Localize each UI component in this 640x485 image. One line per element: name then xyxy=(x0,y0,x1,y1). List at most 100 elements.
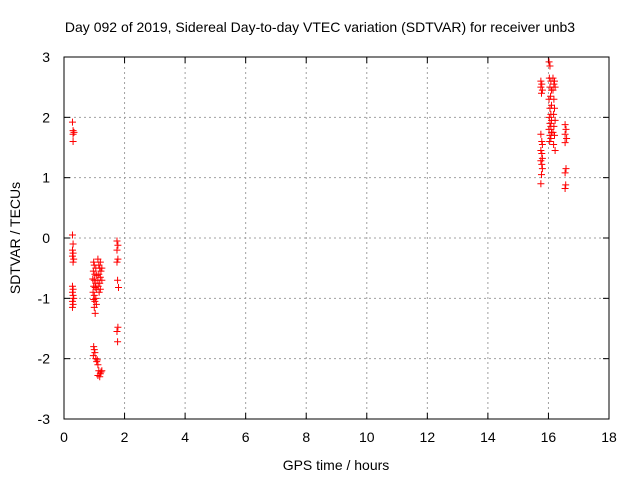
data-point xyxy=(94,372,102,380)
data-point xyxy=(537,171,545,179)
data-point xyxy=(549,128,557,136)
y-tick-label: 3 xyxy=(42,49,50,65)
data-point xyxy=(561,130,569,138)
data-point xyxy=(538,160,546,168)
x-tick-label: 4 xyxy=(181,429,189,445)
data-point xyxy=(70,294,78,302)
data-point xyxy=(98,367,106,375)
data-point xyxy=(562,181,570,189)
data-point xyxy=(538,137,546,145)
y-tick-label: -3 xyxy=(38,411,51,427)
x-tick-label: 10 xyxy=(359,429,375,445)
data-point xyxy=(69,285,77,293)
plot-frame xyxy=(63,56,610,420)
data-point xyxy=(70,128,78,136)
x-tick-label: 14 xyxy=(480,429,496,445)
data-point xyxy=(95,270,103,278)
data-point xyxy=(550,95,558,103)
data-point xyxy=(68,118,76,126)
data-point xyxy=(91,309,99,317)
y-tick-label: 0 xyxy=(42,230,50,246)
x-tick-label: 2 xyxy=(121,429,129,445)
data-point xyxy=(113,328,121,336)
data-point xyxy=(96,258,104,266)
data-point xyxy=(98,276,106,284)
data-point xyxy=(96,373,104,381)
x-tick-label: 12 xyxy=(420,429,436,445)
data-point xyxy=(549,74,557,82)
data-point xyxy=(94,361,102,369)
data-point xyxy=(115,283,122,291)
y-axis-label: SDTVAR / TECUs xyxy=(7,182,23,294)
data-point xyxy=(68,246,76,254)
data-point xyxy=(546,62,554,70)
data-point xyxy=(538,86,546,94)
data-point xyxy=(97,368,105,376)
data-point xyxy=(538,150,546,158)
data-point xyxy=(90,258,98,266)
data-point xyxy=(69,130,77,138)
data-point xyxy=(551,77,558,85)
x-tick-label: 8 xyxy=(302,429,310,445)
data-point xyxy=(538,165,546,173)
data-point xyxy=(550,140,558,148)
data-point xyxy=(537,83,545,91)
data-point xyxy=(114,276,122,284)
chart-title: Day 092 of 2019, Sidereal Day-to-day VTE… xyxy=(65,19,575,35)
data-point xyxy=(69,300,77,308)
data-point xyxy=(69,137,77,145)
data-point xyxy=(89,275,97,283)
data-point xyxy=(113,258,121,266)
data-point xyxy=(545,58,553,66)
data-point xyxy=(561,169,569,177)
data-point xyxy=(547,134,555,142)
data-point xyxy=(546,119,554,127)
data-point xyxy=(562,125,570,133)
data-point xyxy=(90,343,98,351)
data-point xyxy=(551,131,558,139)
x-tick-label: 16 xyxy=(541,429,557,445)
data-point xyxy=(547,92,555,100)
data-point xyxy=(546,137,554,145)
data-point xyxy=(91,349,99,357)
data-point xyxy=(538,80,546,88)
data-point xyxy=(551,147,559,155)
data-point xyxy=(547,101,555,109)
data-point xyxy=(68,288,76,296)
data-point xyxy=(562,165,570,173)
y-tick-label: -1 xyxy=(38,290,51,306)
data-point xyxy=(537,77,545,85)
data-point xyxy=(561,121,569,129)
data-point xyxy=(537,147,545,155)
data-point xyxy=(68,282,76,290)
data-point xyxy=(561,139,569,147)
x-tick-label: 6 xyxy=(242,429,250,445)
data-point xyxy=(114,241,122,249)
data-point xyxy=(91,297,99,305)
data-point xyxy=(113,237,121,245)
data-point xyxy=(551,104,558,112)
data-point xyxy=(549,86,557,94)
data-point xyxy=(89,288,97,296)
data-point xyxy=(68,252,76,260)
data-point xyxy=(95,261,103,269)
data-point xyxy=(114,323,122,331)
data-point xyxy=(69,249,77,257)
data-point xyxy=(537,130,545,138)
data-point xyxy=(538,140,546,148)
data-point xyxy=(550,122,558,130)
data-point xyxy=(93,358,101,366)
data-point xyxy=(114,338,122,346)
data-point xyxy=(113,246,121,254)
data-point xyxy=(70,255,78,263)
data-point xyxy=(91,283,99,291)
data-point xyxy=(69,240,77,248)
y-tick-label: 1 xyxy=(42,170,50,186)
data-point xyxy=(537,180,545,188)
data-point xyxy=(95,288,103,296)
data-point xyxy=(68,303,76,311)
points-layer xyxy=(68,58,571,381)
